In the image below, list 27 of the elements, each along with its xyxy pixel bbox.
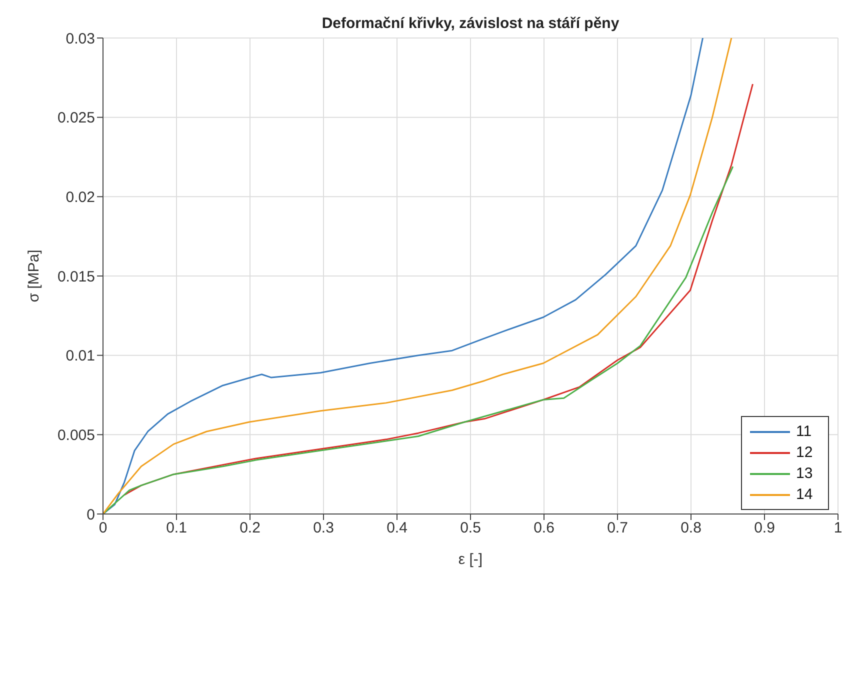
line-series (124, 83, 754, 496)
legend-label: 12 (796, 444, 813, 461)
y-tick-label: 0.01 (66, 348, 95, 365)
y-tick-label: 0.03 (66, 30, 95, 48)
x-tick-label: 0.6 (534, 520, 554, 537)
y-tick-label: 0.015 (57, 268, 95, 286)
x-axis-title: ε [-] (458, 551, 483, 568)
x-tick-label: 0.3 (313, 520, 334, 537)
x-tick-label: 1 (834, 520, 842, 537)
chart-title: Deformační křivky, závislost na stáří pěny (322, 15, 620, 32)
x-tick-label: 0.9 (754, 520, 775, 537)
y-axis-title: σ [MPa] (25, 250, 42, 302)
legend-label: 13 (796, 465, 813, 482)
x-tick-label: 0.1 (166, 520, 187, 537)
x-tick-label: 0.8 (680, 520, 702, 537)
legend-label: 14 (796, 486, 813, 503)
x-tick-label: 0.5 (460, 520, 481, 537)
y-tick-label: 0.005 (57, 426, 95, 444)
line-series (103, 166, 734, 514)
y-tick-label: 0 (86, 506, 95, 524)
x-tick-label: 0.4 (386, 520, 408, 537)
x-tick-label: 0.2 (240, 520, 260, 537)
legend-label: 11 (796, 423, 812, 440)
x-tick-label: 0.7 (607, 520, 628, 537)
x-tick-label: 0 (98, 520, 108, 537)
y-tick-label: 0.02 (66, 188, 95, 206)
y-tick-label: 0.025 (57, 110, 95, 127)
